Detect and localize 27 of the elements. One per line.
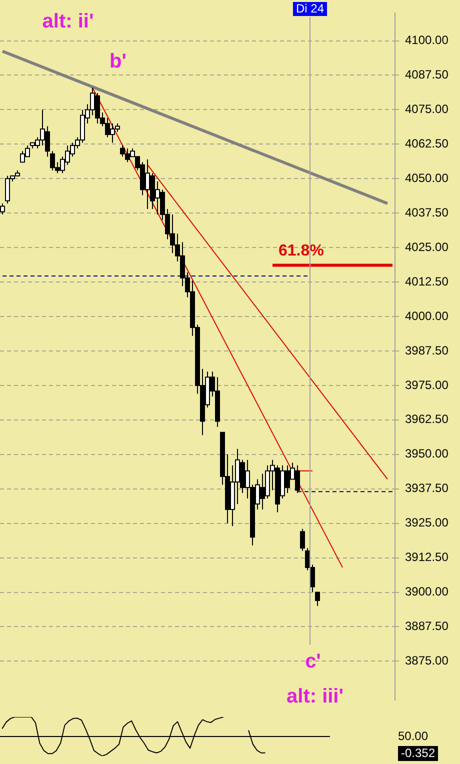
y-tick-label: 4000.00 (405, 308, 449, 323)
y-tick-label: 3875.00 (405, 654, 449, 668)
y-tick-label: 3975.00 (405, 378, 449, 392)
y-tick-label: 4062.50 (405, 136, 449, 150)
y-tick-label: 4025.00 (405, 240, 449, 254)
y-tick-label: 4050.00 (405, 170, 449, 185)
y-tick-label: 3925.00 (405, 516, 449, 530)
y-tick-label: 3962.50 (405, 412, 449, 426)
annotation: alt: iii' (286, 686, 344, 708)
text: -0.352 (398, 746, 438, 761)
series-label: 61.8% (278, 242, 324, 260)
y-tick-label: 3950.00 (405, 446, 449, 461)
y-tick-label: 4037.50 (405, 205, 449, 220)
y-tick-label: 3987.50 (405, 343, 449, 358)
text: 50.00 (398, 729, 428, 744)
y-tick-label: 4012.50 (405, 274, 449, 288)
annotation: b' (110, 50, 126, 73)
y-tick-label: 4100.00 (405, 33, 449, 48)
y-tick-label: 3887.50 (405, 619, 449, 634)
annotation: alt: ii' (42, 10, 94, 33)
annotation: c' (305, 650, 321, 673)
y-tick-label: 3900.00 (405, 584, 449, 599)
y-tick-label: 4075.00 (405, 102, 449, 116)
y-tick-label: 3912.50 (405, 550, 449, 564)
y-tick-label: 3937.50 (405, 481, 449, 496)
annotation: Di 24 (296, 1, 324, 16)
y-tick-label: 4087.50 (405, 68, 449, 82)
